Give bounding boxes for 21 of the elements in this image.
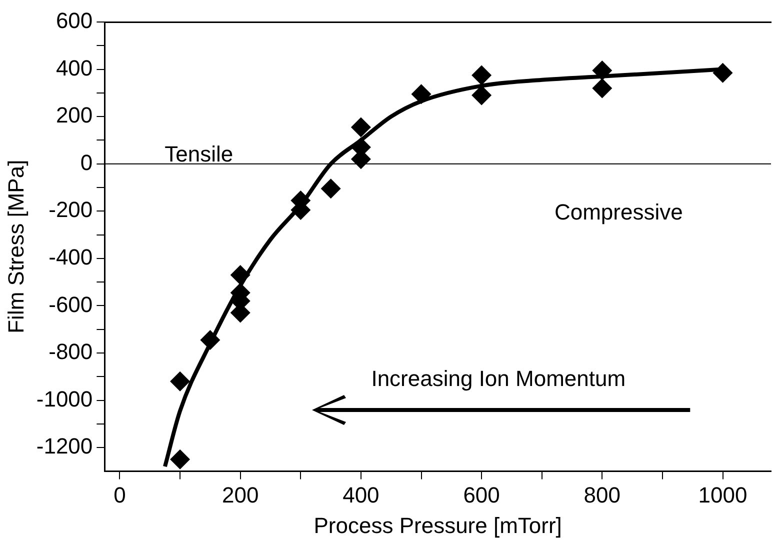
x-tick-label: 800 xyxy=(584,482,621,508)
x-axis-title: Process Pressure [mTorr] xyxy=(314,512,562,538)
x-tick-label: 600 xyxy=(463,482,500,508)
x-tick-label: 200 xyxy=(222,482,259,508)
y-tick-label: -400 xyxy=(48,244,93,270)
x-tick-label: 1000 xyxy=(698,482,748,508)
annotation: Increasing Ion Momentum xyxy=(371,366,626,391)
y-tick-label: -800 xyxy=(48,339,93,364)
annotation: Tensile xyxy=(164,141,234,166)
y-axis-title: Film Stress [MPa] xyxy=(3,160,28,334)
y-tick-label: -600 xyxy=(48,292,93,317)
y-tick-label: -200 xyxy=(48,197,93,222)
y-tick-label: 600 xyxy=(56,8,93,34)
y-tick-label: 400 xyxy=(56,55,93,80)
y-tick-label: -1000 xyxy=(36,386,93,412)
y-tick-label: 200 xyxy=(56,102,93,128)
x-tick-label: 0 xyxy=(114,482,126,508)
x-tick-label: 400 xyxy=(342,482,380,508)
y-tick-label: 0 xyxy=(80,150,93,175)
y-tick-label: -1200 xyxy=(36,434,93,459)
annotation: Compressive xyxy=(554,200,683,225)
